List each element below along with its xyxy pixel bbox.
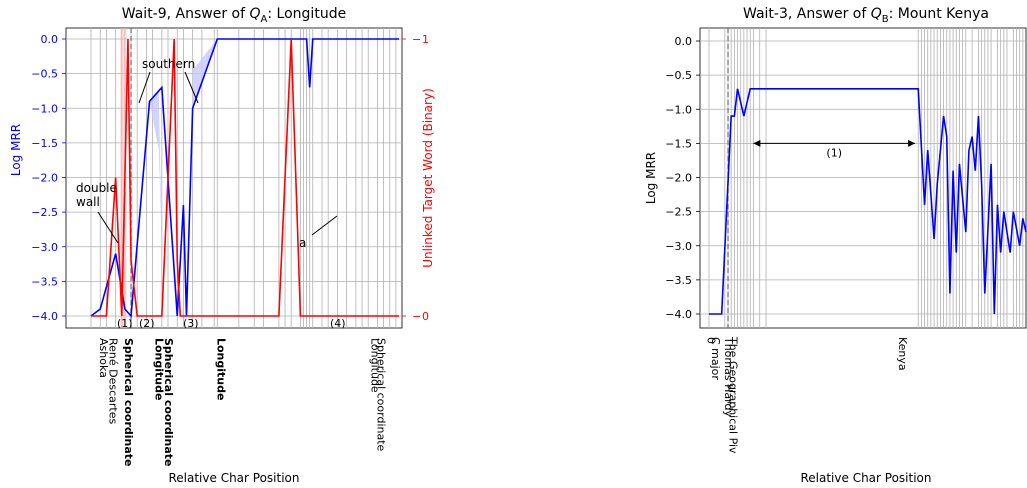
annotation-arrow <box>138 71 151 104</box>
plot-area-mount-kenya <box>699 27 1027 329</box>
red-band <box>120 28 127 328</box>
chart-title-longitude: Wait-9, Answer of QA: Longitude <box>122 6 346 25</box>
annotation-label: (3) <box>183 317 199 330</box>
y-tick-label: 0.0 <box>675 35 693 48</box>
y-tick-label: 0.0 <box>41 33 59 46</box>
right-tick-dash: − <box>412 33 421 46</box>
y-tick-label: −3.5 <box>31 275 58 288</box>
annotation-label: (1) <box>826 146 842 159</box>
y-tick-label: −0.5 <box>31 68 58 81</box>
x-tick-label: Ashoka <box>97 338 110 378</box>
arrow-head <box>753 139 761 147</box>
annotation-label: a <box>299 236 306 250</box>
annotation-label: double <box>76 181 117 195</box>
x-tick-label: Longitude <box>368 338 381 393</box>
y-axis-ticks-mount-kenya: 0.0 −0.5 −1.0 −1.5 −2.0 −2.5 −3.0 −3.5 −4.0 <box>665 35 700 321</box>
x-axis-label-longitude: Relative Char Position <box>168 471 299 485</box>
y-tick-label: −2.5 <box>31 206 58 219</box>
y-tick-label: −2.0 <box>31 172 58 185</box>
y-tick-label: −2.0 <box>665 172 692 185</box>
y-axis-ticks-longitude: 0.0 −0.5 −1.0 −1.5 −2.0 −2.5 −3.0 −3.5 −4.0 <box>31 33 66 323</box>
x-tick-label: Spherical coordinate <box>122 338 135 467</box>
y-axis-label-mount-kenya: Log MRR <box>644 152 658 204</box>
y-tick-label: −3.5 <box>665 274 692 287</box>
y-tick-label: −1.0 <box>31 102 58 115</box>
plot-area-longitude <box>65 27 403 329</box>
x-tick-label: Spherical coordinate <box>162 338 175 467</box>
right-axis-ticks-longitude: −1− 0 <box>402 33 429 323</box>
x-tick-label: Kenya <box>896 337 909 371</box>
x-tick-label: Longitude <box>153 338 166 400</box>
annotation-label: (2) <box>139 317 155 330</box>
x-tick-label: Spherical coordinate <box>374 338 387 452</box>
series-line-red <box>91 38 399 317</box>
annotation-arrow <box>184 71 199 104</box>
x-tick-label: Thomas Hardy <box>722 336 735 417</box>
x-tick-label: 0 <box>704 337 717 344</box>
y-tick-label: −4.0 <box>665 308 692 321</box>
annotation-arrow <box>311 215 338 236</box>
y-tick-label: −2.5 <box>665 206 692 219</box>
annotation-label: southern <box>142 57 195 71</box>
series-mount-kenya <box>709 87 1027 315</box>
series-longitude <box>90 28 399 328</box>
x-tick-label: The Geographical Piv <box>727 336 740 454</box>
right-tick-dash: − <box>412 310 421 323</box>
y-tick-label: −1.0 <box>665 103 692 116</box>
y-tick-label: −1.5 <box>31 137 58 150</box>
x-tick-label: Longitude <box>214 338 227 400</box>
right-tick-label: 1 <box>422 33 429 46</box>
chart-title-mount-kenya: Wait-3, Answer of QB: Mount Kenya <box>743 6 989 25</box>
annotation-label: wall <box>76 195 100 209</box>
annotation-label: (4) <box>330 317 346 330</box>
series-line-blue <box>709 87 1027 315</box>
y-tick-label: −3.0 <box>665 240 692 253</box>
annotations-mount-kenya: (1) <box>753 139 916 159</box>
vertical-grid-longitude <box>66 28 402 328</box>
y-tick-label: −4.0 <box>31 310 58 323</box>
y-tick-label: −0.5 <box>665 69 692 82</box>
blue-band <box>149 90 162 247</box>
chart-mount-kenya: Wait-3, Answer of QB: Mount Kenya 0.0 −0.… <box>644 6 1027 485</box>
chart-longitude: Wait-9, Answer of QA: Longitude 0.0 −0.5 −… <box>9 6 435 485</box>
x-tick-label: René Descartes <box>106 338 119 425</box>
arrow-head <box>908 139 916 147</box>
vertical-grid-mount-kenya <box>700 28 1026 328</box>
x-tick-label: C major <box>709 337 722 380</box>
y-axis-label-longitude: Log MRR <box>9 124 23 176</box>
right-tick-label: 0 <box>422 310 429 323</box>
right-axis-label-longitude: Unlinked Target Word (Binary) <box>421 88 435 268</box>
y-tick-label: −3.0 <box>31 241 58 254</box>
x-axis-label-mount-kenya: Relative Char Position <box>800 471 931 485</box>
annotation-label: (1) <box>117 317 133 330</box>
annotation-arrow <box>97 211 119 244</box>
y-tick-label: −1.5 <box>665 137 692 150</box>
